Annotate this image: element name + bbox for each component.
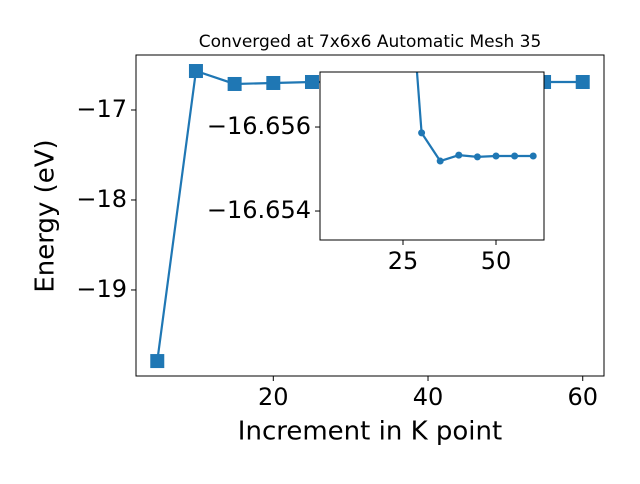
chart-title: Converged at 7x6x6 Automatic Mesh 35 xyxy=(199,32,542,52)
plot-content xyxy=(415,72,537,165)
y-tick-label: −16.656 xyxy=(207,112,311,140)
marker xyxy=(436,157,444,165)
axes-frame xyxy=(135,54,605,377)
marker xyxy=(473,153,481,161)
marker xyxy=(304,74,319,89)
y-axis-label: Energy (eV) xyxy=(31,139,61,292)
marker xyxy=(266,75,281,90)
marker xyxy=(575,74,590,89)
axes-frame xyxy=(319,71,545,241)
y-tick-label: −17 xyxy=(76,95,127,123)
x-tick-label: 60 xyxy=(567,383,598,411)
marker xyxy=(455,151,463,159)
x-tick-label: 25 xyxy=(388,247,419,275)
x-tick-label: 50 xyxy=(481,247,512,275)
y-tick-label: −18 xyxy=(76,185,127,213)
x-tick-label: 20 xyxy=(258,383,289,411)
marker xyxy=(529,152,537,160)
marker xyxy=(511,152,519,160)
x-tick-label: 40 xyxy=(413,383,444,411)
marker xyxy=(418,129,426,137)
y-tick-label: −19 xyxy=(76,275,127,303)
y-tick-label: −16.654 xyxy=(207,196,311,224)
x-axis-label: Increment in K point xyxy=(238,417,502,447)
marker xyxy=(150,354,165,369)
marker xyxy=(492,152,500,160)
marker xyxy=(227,76,242,91)
marker xyxy=(188,64,203,79)
